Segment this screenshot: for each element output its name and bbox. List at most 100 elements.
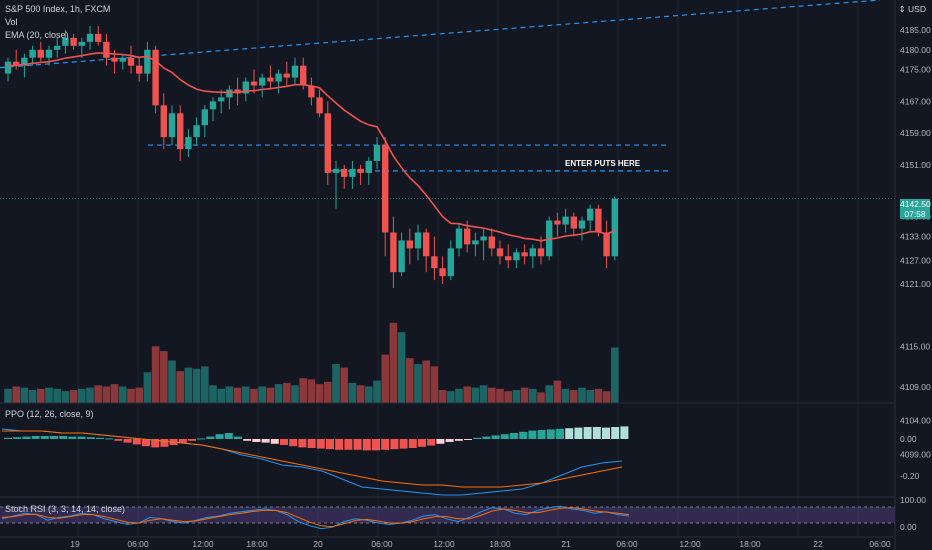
ppo-histogram-bar <box>464 439 472 440</box>
volume-bar <box>53 388 61 403</box>
ppo-histogram-bar <box>454 439 463 441</box>
volume-bar <box>225 386 234 403</box>
ppo-histogram-bar <box>335 439 344 450</box>
symbol-title: S&P 500 Index, 1h, FXCM <box>5 4 111 14</box>
volume-bar <box>463 386 471 403</box>
candle-body <box>127 57 135 66</box>
ppo-histogram-bar <box>252 439 261 442</box>
ppo-histogram-bar <box>519 431 528 439</box>
volume-bar <box>602 391 611 403</box>
ppo-histogram-bar <box>399 439 408 449</box>
stoch-tick-label: 0.00 <box>900 522 917 532</box>
candle-body <box>505 256 512 261</box>
candlesticks <box>4 25 618 289</box>
candle-body <box>21 57 28 66</box>
ppo-histogram-bar <box>528 430 537 439</box>
time-tick-label: 21 <box>561 539 571 549</box>
ppo-histogram-bar <box>50 436 58 439</box>
candle-body <box>226 89 233 98</box>
volume-bar <box>504 391 512 403</box>
ppo-histogram-bar <box>381 439 390 450</box>
volume-bar <box>78 388 86 403</box>
ppo-tick-label: -0.20 <box>900 471 920 481</box>
volume-bar <box>307 379 316 403</box>
ppo-histogram-bar <box>77 436 86 439</box>
volume-bar <box>242 386 250 403</box>
candle-body <box>13 61 20 66</box>
volume-bar <box>110 384 119 403</box>
ppo-histogram-bar <box>556 428 564 439</box>
candle-body <box>267 77 274 82</box>
candle-body <box>603 232 610 257</box>
candle-body <box>250 81 258 86</box>
volume-bar <box>496 388 504 403</box>
ppo-histogram-bar <box>280 439 288 445</box>
candle-body <box>168 113 176 138</box>
candle-body <box>259 77 266 86</box>
volume-bar <box>455 388 463 403</box>
volume-bar <box>586 390 594 403</box>
candle-body <box>447 248 454 277</box>
candle-body <box>341 168 348 177</box>
ppo-histogram-bar <box>620 426 629 439</box>
ppo-histogram-bar <box>316 439 325 449</box>
time-tick-label: 06:00 <box>616 539 638 549</box>
volume-bar <box>209 385 217 403</box>
price-tick-label: 4121.00 <box>900 279 931 289</box>
candle-body <box>78 41 85 46</box>
candle-body <box>45 49 53 58</box>
candle-body <box>160 105 167 138</box>
candle-body <box>390 232 397 273</box>
time-tick-label: 18:00 <box>489 539 511 549</box>
currency-label[interactable]: ⇕ USD <box>898 4 926 14</box>
ppo-histogram-bar <box>224 433 233 439</box>
candle-body <box>234 89 241 94</box>
grid <box>77 0 859 537</box>
ppo-histogram-bar <box>427 439 436 446</box>
volume-bar <box>315 384 324 403</box>
ppo-histogram-bar <box>592 427 601 439</box>
ppo-histogram-bar <box>215 434 224 439</box>
ppo-histogram-bar <box>4 437 12 439</box>
price-tick-label: 4180.00 <box>900 45 931 55</box>
price-tick-label: 4109.00 <box>900 382 931 392</box>
volume-bar <box>201 366 209 403</box>
ppo-histogram-bar <box>445 439 454 442</box>
volume-bar <box>430 366 439 403</box>
time-tick-label: 06:00 <box>371 539 393 549</box>
ppo-histogram-bar <box>261 439 270 443</box>
volume-bar <box>102 386 111 403</box>
candle-body <box>308 85 315 98</box>
volume-bar <box>20 387 29 403</box>
time-tick-label: 18:00 <box>246 539 268 549</box>
candle-body <box>439 268 446 277</box>
ppo-histogram-bar <box>243 439 252 441</box>
ema-legend: EMA (20, close) <box>5 30 69 40</box>
time-axis: 19 06:00 12:00 18:00 20 06:00 12:00 18:00 21 06:0… <box>70 539 891 549</box>
candle-body <box>611 198 618 257</box>
candle-body <box>103 41 110 58</box>
ppo-histogram-bar <box>270 439 279 444</box>
volume-bar <box>578 387 586 403</box>
volume-bar <box>422 360 430 403</box>
ppo-signal-line <box>2 430 623 488</box>
dashed-guides <box>0 0 895 199</box>
candle-body <box>406 240 413 249</box>
ppo-pane <box>1 426 629 496</box>
ppo-histogram-bar <box>307 439 316 448</box>
volume-bar <box>340 367 348 403</box>
candle-body <box>423 232 430 257</box>
volume-bar <box>414 364 422 403</box>
trendline-dashed <box>0 0 881 69</box>
ppo-histogram-bar <box>611 427 620 439</box>
price-axis: 4185.00 4180.00 4175.00 4167.00 4159.00 4151.… <box>900 25 931 532</box>
ppo-histogram-bar <box>96 437 104 439</box>
time-tick-label: 12:00 <box>192 539 214 549</box>
ppo-histogram-bar <box>105 438 114 440</box>
candle-body <box>521 252 528 257</box>
price-tick-label: 4151.00 <box>900 160 931 170</box>
ppo-tick-label: 0.00 <box>900 434 917 444</box>
candle-body <box>70 37 77 46</box>
time-tick-label: 12:00 <box>679 539 701 549</box>
